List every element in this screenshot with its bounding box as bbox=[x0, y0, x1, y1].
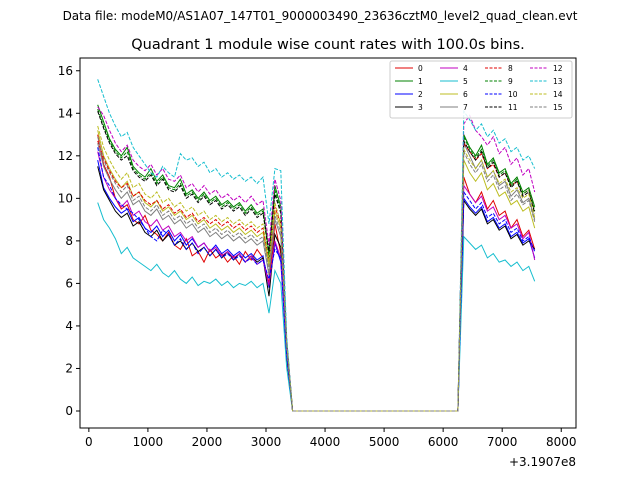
series-line-15 bbox=[97, 136, 536, 412]
plot-frame bbox=[79, 57, 577, 429]
x-tick-label: 4000 bbox=[310, 435, 341, 449]
x-tick-label: 3000 bbox=[251, 435, 282, 449]
legend-label-13: 13 bbox=[553, 77, 563, 86]
legend-label-7: 7 bbox=[463, 103, 468, 112]
legend-label-11: 11 bbox=[508, 103, 518, 112]
y-tick-label: 0 bbox=[65, 404, 73, 418]
legend-label-15: 15 bbox=[553, 103, 563, 112]
legend-label-3: 3 bbox=[418, 103, 423, 112]
plot-area bbox=[80, 58, 576, 428]
y-tick-label: 2 bbox=[65, 361, 73, 375]
series-line-10 bbox=[97, 147, 536, 412]
y-tick-label: 10 bbox=[58, 191, 73, 205]
legend-label-5: 5 bbox=[463, 77, 468, 86]
y-tick-label: 8 bbox=[65, 234, 73, 248]
x-offset-label: +3.1907e8 bbox=[509, 455, 576, 469]
legend-label-14: 14 bbox=[553, 90, 563, 99]
y-tick-label: 6 bbox=[65, 276, 73, 290]
x-tick-label: 2000 bbox=[192, 435, 223, 449]
legend-label-9: 9 bbox=[508, 77, 513, 86]
y-tick-label: 16 bbox=[58, 64, 73, 78]
chart-title: Quadrant 1 module wise count rates with … bbox=[131, 37, 525, 53]
legend-label-10: 10 bbox=[508, 90, 518, 99]
y-axis-ticks: 0 2 4 6 8 10 12 14 16 bbox=[58, 64, 80, 418]
x-tick-label: 6000 bbox=[428, 435, 459, 449]
y-tick-label: 14 bbox=[58, 106, 73, 120]
y-tick-label: 4 bbox=[65, 319, 73, 333]
x-tick-label: 7000 bbox=[487, 435, 518, 449]
legend-label-8: 8 bbox=[508, 64, 513, 73]
series-layer bbox=[97, 79, 536, 412]
x-axis-ticks: 0 1000 2000 3000 4000 5000 6000 7000 8000 bbox=[85, 428, 577, 449]
legend-label-4: 4 bbox=[463, 64, 468, 73]
y-tick-label: 12 bbox=[58, 149, 73, 163]
x-tick-label: 0 bbox=[85, 435, 93, 449]
x-tick-label: 8000 bbox=[546, 435, 577, 449]
legend-label-1: 1 bbox=[418, 77, 423, 86]
x-tick-label: 5000 bbox=[369, 435, 400, 449]
x-tick-label: 1000 bbox=[133, 435, 164, 449]
legend-label-2: 2 bbox=[418, 90, 423, 99]
legend-box bbox=[389, 60, 573, 119]
legend-label-12: 12 bbox=[553, 64, 563, 73]
legend-label-6: 6 bbox=[463, 90, 468, 99]
chart-suptitle: Data file: modeM0/AS1A07_147T01_90000034… bbox=[63, 9, 578, 23]
legend-label-0: 0 bbox=[418, 64, 423, 73]
